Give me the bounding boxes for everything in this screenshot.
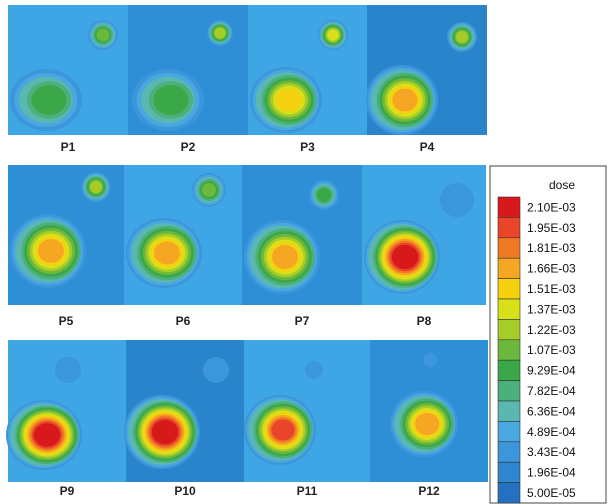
dose-contour	[97, 29, 110, 42]
dose-contour	[215, 28, 226, 39]
panel-name: P3	[300, 140, 315, 154]
colorbar-swatch	[498, 381, 520, 401]
dose-contour	[276, 88, 302, 111]
dose-contour	[153, 85, 188, 115]
dose-contour	[55, 357, 81, 383]
colorbar-swatch	[498, 483, 520, 503]
dose-contour	[394, 247, 416, 267]
colorbar-label: 1.95E-03	[527, 221, 576, 235]
colorbar-swatch	[498, 462, 520, 482]
dose-contour	[90, 181, 102, 193]
colorbar-label: 1.96E-04	[527, 466, 576, 480]
panel-name: P10	[174, 484, 196, 498]
colorbar-swatch	[498, 421, 520, 441]
colorbar-label: 1.51E-03	[527, 282, 576, 296]
panel-name: P9	[60, 484, 75, 498]
dose-contour	[317, 188, 331, 202]
dose-contour	[202, 183, 216, 197]
panel-name: P8	[417, 314, 432, 328]
dose-contour	[203, 357, 229, 383]
dose-contour	[154, 422, 176, 442]
dose-contour	[271, 419, 294, 440]
colorbar-swatch	[498, 197, 520, 217]
colorbar-swatch	[498, 360, 520, 380]
colorbar-label: 1.66E-03	[527, 262, 576, 276]
dose-contour	[392, 88, 417, 111]
colorbar-label: 6.36E-04	[527, 404, 576, 418]
colorbar-label: 4.89E-04	[527, 425, 576, 439]
colorbar-swatch	[498, 279, 520, 299]
dose-contour	[38, 239, 64, 263]
colorbar-swatch	[498, 340, 520, 360]
colorbar-label: 1.81E-03	[527, 241, 576, 255]
colorbar-swatch	[498, 319, 520, 339]
colorbar-label: 7.82E-04	[527, 384, 576, 398]
colorbar-swatch	[498, 238, 520, 258]
panel-name: P4	[420, 140, 435, 154]
colorbar-swatch	[498, 217, 520, 237]
colorbar-label: 1.22E-03	[527, 323, 576, 337]
colorbar-swatch	[498, 401, 520, 421]
colorbar-label: 9.29E-04	[527, 364, 576, 378]
panel-name: P6	[176, 314, 191, 328]
colorbar-swatch	[498, 258, 520, 278]
dose-contour	[456, 31, 468, 43]
dose-contour	[440, 183, 474, 217]
dose-contour	[31, 85, 66, 115]
panel-name: P11	[297, 484, 318, 498]
colorbar-title: dose	[549, 178, 575, 192]
dose-contour	[36, 425, 58, 445]
colorbar-label: 1.37E-03	[527, 302, 576, 316]
panel-name: P5	[59, 314, 74, 328]
colorbar-swatch	[498, 299, 520, 319]
dose-contour	[272, 245, 298, 269]
panel-name: P1	[61, 140, 76, 154]
dose-contour	[154, 241, 180, 264]
colorbar-label: 1.07E-03	[527, 343, 576, 357]
dose-contour	[423, 353, 437, 367]
panel-name: P12	[418, 484, 440, 498]
colorbar-label: 2.10E-03	[527, 200, 576, 214]
dose-contour	[327, 29, 338, 40]
colorbar-label: 5.00E-05	[527, 486, 576, 500]
colorbar-label: 3.43E-04	[527, 445, 576, 459]
panel-name: P2	[181, 140, 196, 154]
dose-contour	[415, 413, 439, 435]
dose-contour	[305, 361, 323, 379]
colorbar-swatch	[498, 442, 520, 462]
panel-name: P7	[295, 314, 310, 328]
figure: c dose P1P2P3P4P5P6P7P8P9P10P11P122.10E-…	[0, 0, 608, 504]
